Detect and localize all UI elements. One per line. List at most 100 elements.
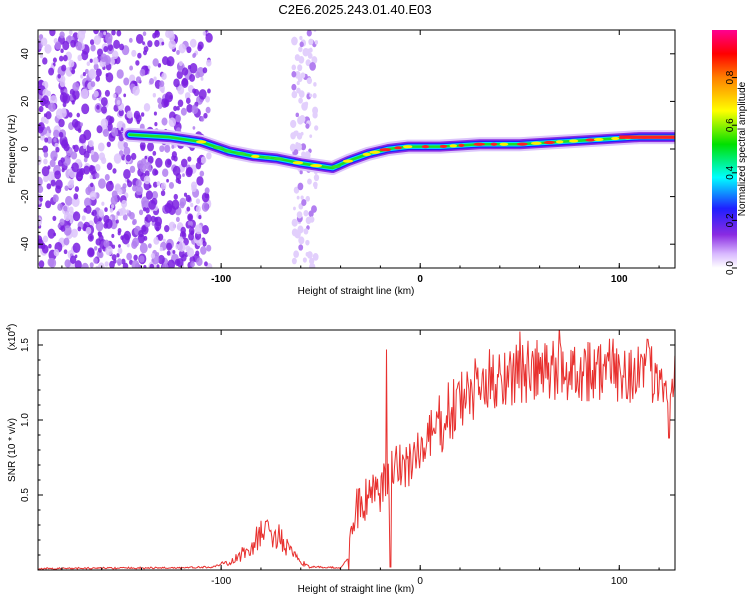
noise-cell — [195, 250, 200, 257]
ridge-peak — [379, 148, 392, 152]
ridge-peak — [439, 144, 448, 149]
noise-cell — [297, 64, 303, 72]
noise-cell — [87, 247, 95, 258]
noise-cell — [294, 54, 301, 62]
noise-cell — [59, 92, 68, 103]
noise-cell — [61, 139, 69, 149]
noise-cell — [83, 197, 92, 208]
noise-cell — [43, 113, 47, 118]
noise-cell — [147, 155, 154, 164]
spectrogram-marks — [38, 30, 675, 268]
noise-cell — [54, 142, 59, 149]
noise-cell — [168, 32, 175, 42]
noise-cell — [148, 199, 156, 210]
noise-cell — [79, 133, 87, 144]
snr-scale-prefix: (x10 — [7, 330, 18, 350]
noise-cell — [113, 39, 120, 49]
noise-cell — [88, 139, 94, 148]
ridge-peak — [251, 154, 260, 158]
noise-cell — [54, 41, 62, 50]
noise-cell — [290, 132, 296, 140]
noise-cell — [132, 237, 140, 247]
noise-cell — [171, 144, 175, 149]
spectrogram-y-ticks: -40 -20 0 20 40 — [20, 29, 675, 269]
noise-cell — [38, 185, 44, 194]
noise-cell — [177, 85, 185, 95]
noise-cell — [112, 93, 117, 99]
noise-cell — [72, 89, 80, 100]
noise-cell — [187, 156, 192, 162]
noise-cell — [291, 71, 297, 78]
noise-cell — [160, 87, 165, 94]
colorbar-tick-label: 0.0 — [725, 261, 736, 275]
noise-cell — [120, 127, 124, 132]
y-tick-label: -40 — [20, 237, 31, 252]
ridge-peak — [543, 140, 556, 145]
noise-cell — [90, 182, 94, 188]
noise-cell — [300, 195, 304, 200]
noise-cell — [153, 111, 157, 116]
noise-cell — [77, 54, 83, 62]
y-tick-label: 0 — [20, 146, 31, 152]
noise-cell — [302, 257, 307, 263]
noise-cell — [38, 217, 43, 227]
spectrogram-x-ticks: -100 0 100 — [61, 30, 660, 285]
noise-cell — [171, 199, 180, 210]
noise-cell — [47, 228, 56, 239]
noise-cell — [52, 57, 57, 63]
noise-cell — [185, 97, 191, 104]
noise-cell — [113, 153, 122, 164]
noise-cell — [79, 122, 84, 127]
noise-cell — [98, 234, 104, 242]
noise-cell — [166, 56, 175, 67]
noise-cell — [314, 184, 318, 190]
noise-cell — [186, 206, 191, 212]
noise-cell — [135, 179, 142, 188]
noise-cell — [176, 225, 181, 230]
noise-cell — [126, 110, 133, 119]
noise-cell — [38, 235, 43, 244]
noise-cell — [140, 112, 145, 117]
noise-cell — [98, 209, 104, 217]
noise-cell — [38, 260, 45, 268]
noise-cell — [46, 136, 53, 144]
noise-cell — [38, 176, 43, 187]
noise-cell — [201, 192, 210, 203]
snr-series-line — [38, 330, 675, 570]
noise-cell — [81, 215, 86, 221]
noise-cell — [64, 259, 71, 268]
noise-cell — [46, 183, 52, 190]
noise-cell — [195, 71, 201, 79]
noise-cell — [161, 117, 168, 126]
noise-cell — [298, 236, 305, 245]
noise-cell — [111, 127, 119, 137]
noise-cell — [178, 43, 186, 54]
colorbar-gradient — [712, 30, 737, 268]
ridge-peak — [264, 155, 271, 160]
noise-cell — [49, 95, 58, 106]
noise-cell — [117, 227, 122, 234]
noise-cell — [118, 126, 122, 131]
noise-cell — [311, 56, 318, 64]
noise-cell — [52, 194, 59, 203]
noise-cell — [104, 207, 108, 212]
noise-cell — [72, 211, 81, 222]
noise-cell — [40, 116, 47, 124]
noise-cell — [40, 37, 48, 46]
noise-cell — [60, 48, 64, 53]
x-tick-label: 0 — [417, 274, 423, 285]
noise-cell — [144, 155, 148, 160]
noise-cell — [309, 257, 315, 265]
noise-cell — [126, 252, 132, 261]
noise-cell — [313, 82, 317, 87]
noise-cell — [309, 134, 313, 138]
noise-cell — [149, 78, 154, 85]
noise-cell — [97, 142, 105, 152]
noise-cell — [103, 45, 109, 53]
noise-cell — [77, 128, 82, 133]
noise-cell — [162, 263, 169, 268]
noise-cell — [177, 179, 182, 185]
noise-cell — [157, 103, 163, 109]
noise-cell — [77, 226, 82, 232]
noise-cell — [93, 57, 99, 65]
